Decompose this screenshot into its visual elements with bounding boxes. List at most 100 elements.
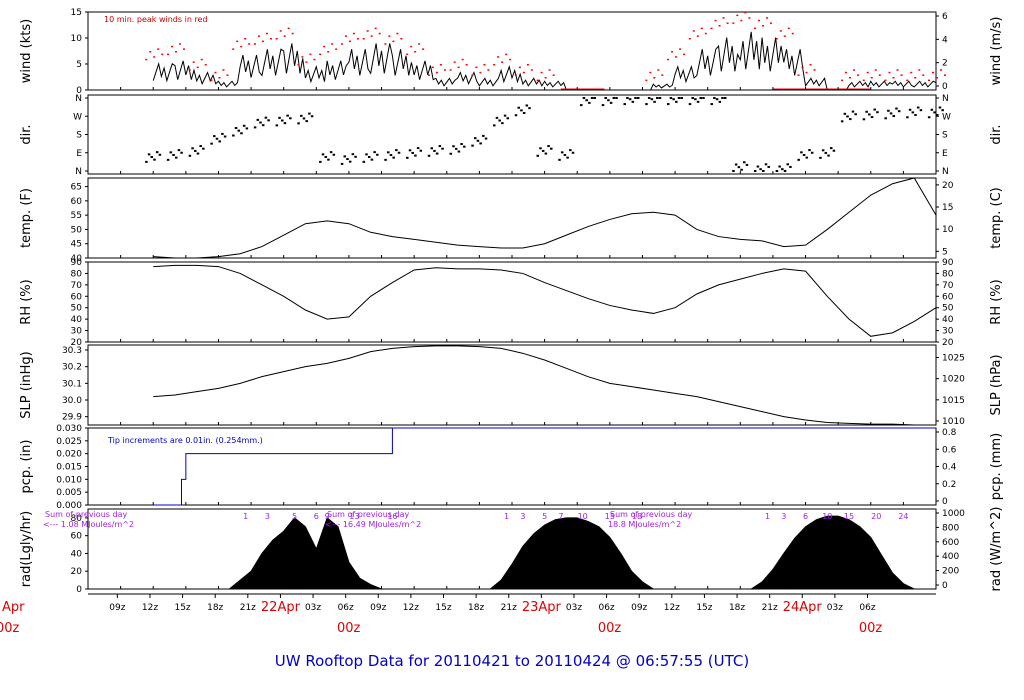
peak-wind-point	[841, 79, 844, 82]
peak-wind-point	[866, 71, 869, 74]
direction-point	[862, 118, 866, 121]
peak-wind-point	[683, 53, 686, 56]
rad-hour-label: 10	[822, 512, 832, 521]
slp-tick-label-right: 1020	[942, 375, 965, 385]
direction-point	[715, 98, 719, 101]
peak-wind-point	[222, 69, 225, 71]
temp-tick-label-right: 5	[942, 247, 948, 257]
peak-wind-point	[679, 48, 682, 50]
direction-point	[699, 97, 703, 99]
direction-point	[343, 155, 347, 158]
peak-wind-point	[530, 69, 533, 71]
direction-point	[669, 97, 673, 99]
peak-wind-point	[362, 38, 365, 40]
x-axis-hour-label: 09z	[631, 603, 647, 613]
wind-ylabel: wind (kts)	[19, 19, 34, 83]
pcp-tick-label: 0.025	[56, 437, 82, 447]
peak-wind-point	[244, 38, 247, 40]
peak-wind-point	[335, 48, 338, 50]
direction-point	[517, 106, 520, 109]
x-axis-hour-label: 18z	[468, 603, 484, 613]
x-axis-day-label: 23Apr	[522, 600, 562, 615]
direction-point	[868, 113, 871, 116]
peak-wind-point	[493, 64, 496, 66]
direction-point	[800, 151, 803, 154]
rad-ylabel-right: rad (W/m^2)	[989, 507, 1004, 592]
peak-wind-point	[283, 35, 286, 37]
peak-wind-point	[845, 71, 848, 74]
peak-wind-point	[261, 40, 264, 43]
rad-annotation-line2: <--- 1.08 MJoules/m^2	[43, 520, 134, 529]
peak-wind-point	[253, 43, 256, 45]
pcp-tick-label: 0.005	[56, 488, 82, 498]
rh-ylabel-right: RH (%)	[989, 279, 1004, 324]
temp-tick-label: 65	[71, 183, 82, 193]
temp-tick-label: 55	[71, 211, 82, 221]
direction-point	[215, 137, 219, 140]
rad-hour-label: 16	[387, 512, 397, 521]
direction-point	[824, 151, 828, 154]
direction-point	[550, 147, 553, 150]
direction-point	[351, 153, 355, 156]
peak-wind-point	[218, 77, 221, 79]
direction-point	[604, 97, 607, 99]
direction-point	[560, 151, 564, 154]
temp-tick-label: 45	[71, 240, 82, 250]
peak-wind-point	[291, 32, 294, 35]
x-axis-hour-label: 21z	[762, 603, 778, 613]
direction-point	[778, 165, 781, 168]
direction-point	[302, 117, 306, 120]
peak-wind-point	[457, 66, 460, 69]
peak-wind-point	[265, 32, 268, 35]
direction-point	[280, 119, 284, 122]
wind-tick-label-right: 2	[942, 59, 948, 69]
direction-point	[688, 103, 692, 106]
direction-point	[884, 117, 887, 120]
peak-wind-point	[791, 32, 794, 35]
peak-wind-point	[722, 17, 725, 19]
direction-point	[433, 149, 436, 152]
peak-wind-point	[936, 77, 938, 79]
direction-point	[759, 168, 762, 171]
peak-wind-point	[645, 79, 648, 82]
peak-wind-point	[700, 27, 703, 30]
peak-wind-point	[548, 69, 551, 71]
peak-wind-point	[748, 17, 751, 19]
x-axis-day-time: 00z	[859, 621, 883, 636]
direction-point	[797, 158, 800, 161]
temp-tick-label-right: 10	[942, 225, 954, 235]
peak-wind-point	[226, 74, 229, 76]
direction-point	[476, 139, 480, 142]
direction-point	[854, 113, 857, 116]
peak-wind-point	[384, 43, 387, 45]
peak-wind-point	[801, 66, 804, 69]
direction-point	[740, 168, 743, 171]
rh-tick-label: 50	[71, 304, 83, 314]
direction-point	[283, 122, 287, 125]
direction-point	[696, 100, 700, 103]
peak-wind-point	[766, 17, 769, 19]
direction-point	[713, 97, 716, 99]
panel-rad: rad(Lgly/hr) rad (W/m^2)02040608002004006…	[19, 507, 1004, 595]
peak-wind-point	[340, 43, 343, 45]
peak-wind-point	[878, 74, 881, 76]
peak-wind-point	[514, 74, 517, 76]
x-axis-hour-label: 15z	[435, 603, 451, 613]
direction-point	[471, 144, 474, 147]
peak-wind-point	[526, 64, 529, 66]
direction-point	[166, 158, 170, 161]
peak-wind-point	[536, 79, 539, 82]
direction-point	[495, 116, 499, 119]
rad-tick-label-right: 800	[942, 523, 959, 533]
peak-wind-point	[809, 64, 812, 66]
rad-hour-label: 18	[632, 512, 642, 521]
peak-wind-point	[396, 32, 399, 35]
dir-tick-label: S	[76, 131, 82, 141]
direction-point	[514, 114, 518, 117]
x-axis-day-time: 00z	[598, 621, 622, 636]
rad-hour-label: 13	[349, 512, 359, 521]
direction-point	[172, 153, 175, 156]
temp-series-line	[153, 177, 937, 259]
rad-hour-label: 15	[605, 512, 615, 521]
